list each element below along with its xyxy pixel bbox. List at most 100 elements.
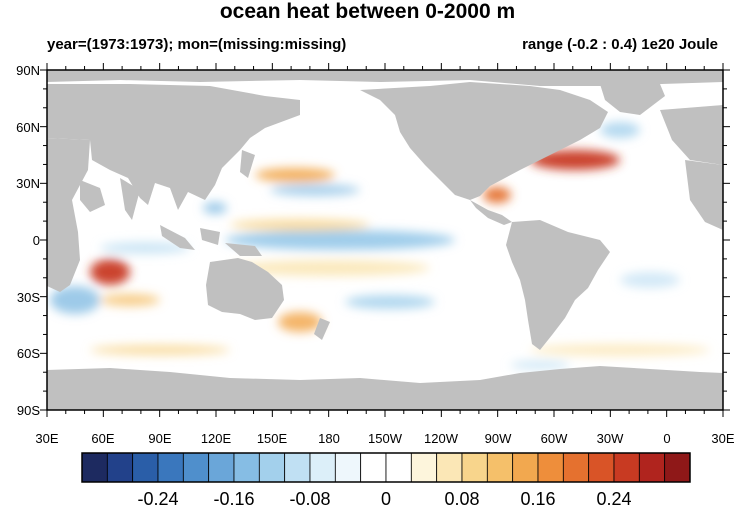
lon-label-90e: 90E <box>148 431 171 446</box>
anomaly-drake-cool <box>510 361 570 369</box>
colorbar-box <box>309 452 336 483</box>
anomaly-south-pacific-cool <box>345 295 435 309</box>
colorbar-box <box>664 452 691 483</box>
colorbar-label-024: 0.24 <box>596 489 631 509</box>
anomaly-field <box>50 122 710 369</box>
land-greenland <box>600 84 665 115</box>
land-africa <box>47 138 90 292</box>
anomaly-tasman-warm <box>278 312 322 332</box>
land-new-guinea <box>225 243 262 256</box>
colorbar-box <box>385 452 412 483</box>
anomaly-equatorial-pacific-cool <box>225 230 455 250</box>
lon-label-150e: 150E <box>257 431 288 446</box>
colorbar-label-0: 0 <box>381 489 391 509</box>
lon-label-120e: 120E <box>201 431 232 446</box>
lon-label-150w: 150W <box>368 431 403 446</box>
lon-label-120w: 120W <box>424 431 459 446</box>
colorbar-box <box>182 452 210 483</box>
anomaly-south-atlantic-cool <box>620 272 680 288</box>
lat-label-60s: 60S <box>17 346 40 361</box>
lat-label-90n: 90N <box>16 63 40 78</box>
anomaly-gulf-stream-warm <box>530 150 620 170</box>
colorbar-box <box>461 452 488 483</box>
land-europe <box>660 105 723 165</box>
lon-label-30e-right: 30E <box>711 431 734 446</box>
lat-label-30n: 30N <box>16 176 40 191</box>
colorbar-box <box>562 452 590 483</box>
axis-ticks <box>40 63 730 417</box>
land-japan <box>240 150 255 178</box>
land-arabia <box>80 180 105 212</box>
colorbar-label-016: 0.16 <box>520 489 555 509</box>
colorbar-box <box>537 452 564 483</box>
land-india <box>120 178 140 220</box>
lon-label-180: 180 <box>318 431 340 446</box>
colorbar-box <box>486 452 514 483</box>
land-new-zealand <box>314 318 330 340</box>
colorbar-box <box>588 452 615 483</box>
anomaly-southern-ocean-warm <box>90 345 230 355</box>
lat-labels: 90N 60N 30N 0 30S 60S 90S <box>16 63 40 418</box>
colorbar-box <box>360 452 387 483</box>
lat-label-60n: 60N <box>16 120 40 135</box>
colorbar-box <box>613 452 640 483</box>
anomaly-north-pacific-warm-band <box>230 219 370 231</box>
land-eurasia <box>47 84 300 210</box>
lat-label-0: 0 <box>33 233 40 248</box>
anomaly-labrador-cool <box>600 122 640 138</box>
colorbar-box <box>334 452 362 483</box>
land-indonesia-2 <box>200 228 220 245</box>
land-antarctica <box>47 366 723 410</box>
lat-label-90s: 90S <box>17 403 40 418</box>
anomaly-tropical-indian-cool <box>100 242 190 254</box>
colorbar-box <box>208 452 235 483</box>
colorbar-box <box>284 452 311 483</box>
land-central-america <box>470 200 512 225</box>
colorbar-box <box>638 452 666 483</box>
colorbar-label-neg024: -0.24 <box>137 489 178 509</box>
colorbar-box <box>436 452 463 483</box>
anomaly-south-atlantic-warm <box>530 344 710 356</box>
lon-label-90w: 90W <box>485 431 512 446</box>
anomaly-philippine-sea-cool <box>203 202 227 214</box>
lon-label-0: 0 <box>663 431 670 446</box>
anomaly-west-indian-cool <box>50 286 100 314</box>
land-masses <box>47 70 723 410</box>
anomaly-south-pacific-warm-band <box>230 260 430 276</box>
lon-label-60e: 60E <box>91 431 114 446</box>
lat-label-30s: 30S <box>17 290 40 305</box>
anomaly-north-pacific-cool <box>270 184 360 196</box>
lon-label-30e: 30E <box>35 431 58 446</box>
map-subtitle-right: range (-0.2 : 0.4) 1e20 Joule <box>522 36 718 53</box>
colorbar-box <box>512 452 539 483</box>
anomaly-kuroshio-warm <box>255 168 335 182</box>
lon-label-60w: 60W <box>541 431 568 446</box>
anomaly-indian-warm-band <box>100 294 160 306</box>
land-south-america <box>506 220 610 350</box>
land-australia <box>206 258 284 320</box>
colorbar-box <box>410 452 438 483</box>
colorbar-box <box>81 452 108 483</box>
colorbar-frame <box>81 452 691 483</box>
lon-labels: 30E 60E 90E 120E 150E 180 150W 120W 90W … <box>35 431 734 446</box>
colorbar-label-008: 0.08 <box>444 489 479 509</box>
map-area <box>47 70 723 410</box>
colorbar-label-neg008: -0.08 <box>289 489 330 509</box>
colorbar-label-neg016: -0.16 <box>213 489 254 509</box>
land-indonesia-1 <box>160 225 195 250</box>
map-subtitle-left: year=(1973:1973); mon=(missing:missing) <box>47 36 347 53</box>
colorbar-box <box>233 452 260 483</box>
anomaly-south-indian-warm <box>90 259 130 285</box>
anomaly-gulf-of-mexico-warm <box>483 187 511 203</box>
land-arctic <box>47 70 723 86</box>
land-africa-west <box>685 160 723 230</box>
land-north-america <box>360 82 608 200</box>
colorbar-box <box>258 452 286 483</box>
map-title: ocean heat between 0-2000 m <box>219 0 516 23</box>
colorbar-labels: -0.24 -0.16 -0.08 0 0.08 0.16 0.24 <box>137 489 631 509</box>
colorbar-box <box>132 452 159 483</box>
lon-label-30w: 30W <box>597 431 624 446</box>
colorbar-box <box>157 452 184 483</box>
colorbar-box <box>106 452 134 483</box>
